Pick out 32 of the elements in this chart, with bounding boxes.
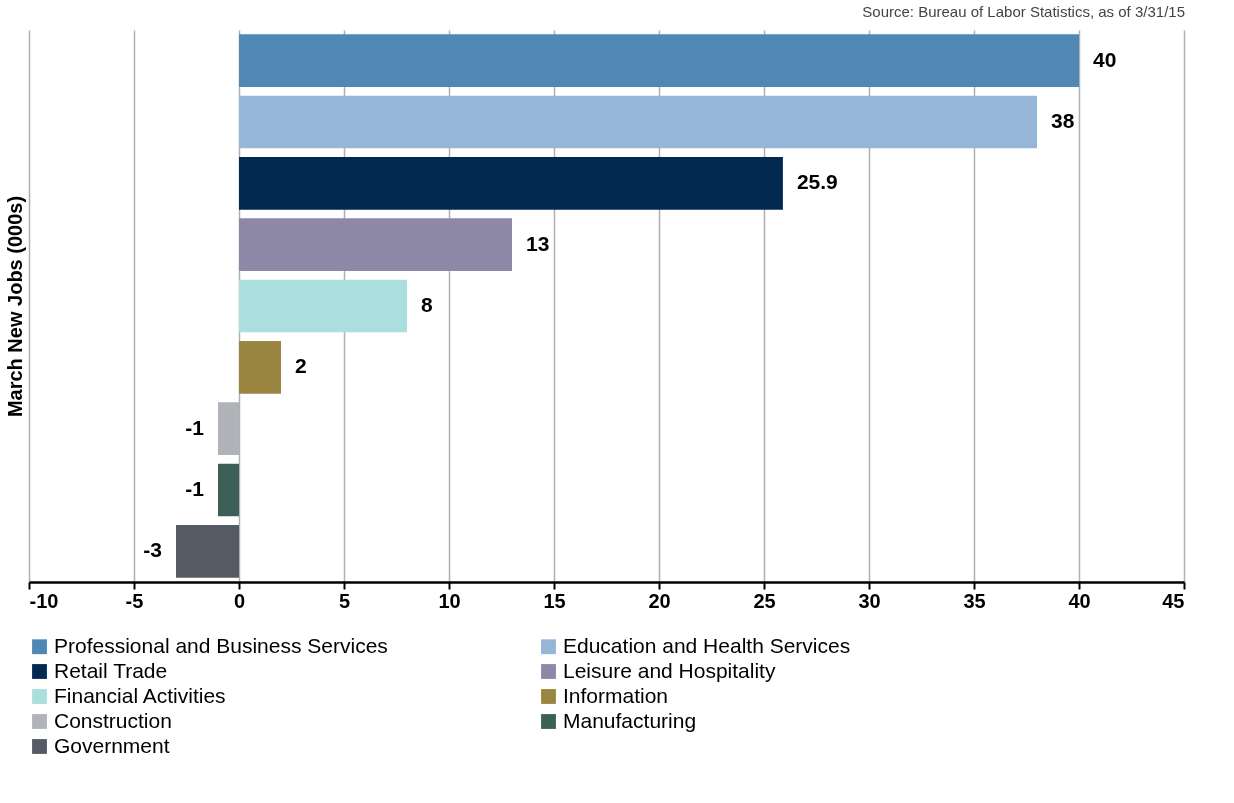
data-label: -1: [185, 415, 205, 439]
data-label: 13: [526, 231, 550, 255]
x-tick-label: -5: [125, 589, 144, 612]
x-tick-label: 10: [438, 589, 461, 612]
x-tick-label: 35: [963, 589, 986, 612]
y-axis-title: March New Jobs (000s): [3, 195, 26, 418]
data-label: 38: [1051, 109, 1075, 132]
data-label: 40: [1093, 47, 1117, 71]
x-tick-label: 45: [1162, 589, 1185, 612]
legend-label: Manufacturing: [563, 708, 697, 732]
x-tick-label: 15: [543, 589, 566, 612]
legend-label: Education and Health Services: [563, 633, 851, 657]
legend-label: Government: [54, 733, 170, 757]
data-label: 8: [421, 293, 433, 316]
x-tick-label: 25: [753, 589, 776, 612]
legend-label: Financial Activities: [54, 683, 226, 707]
legend-label: Construction: [54, 708, 172, 732]
legend-label: Information: [563, 683, 669, 707]
x-tick-label: 0: [233, 589, 246, 612]
legend-label: Professional and Business Services: [54, 633, 388, 657]
data-label: 2: [295, 354, 307, 378]
x-tick-label: 5: [338, 589, 351, 612]
x-tick-label: -10: [29, 589, 59, 612]
x-tick-label: 20: [648, 589, 671, 612]
data-label: -1: [185, 477, 205, 500]
x-tick-label: 40: [1068, 589, 1091, 612]
legend-label: Leisure and Hospitality: [563, 658, 776, 682]
data-label: -3: [143, 538, 162, 562]
source-note: Source: Bureau of Labor Statistics, as of 3/31/15: [862, 3, 1185, 20]
legend-label: Retail Trade: [54, 658, 168, 682]
data-label: 25.9: [796, 170, 838, 194]
x-tick-label: 30: [858, 589, 881, 612]
